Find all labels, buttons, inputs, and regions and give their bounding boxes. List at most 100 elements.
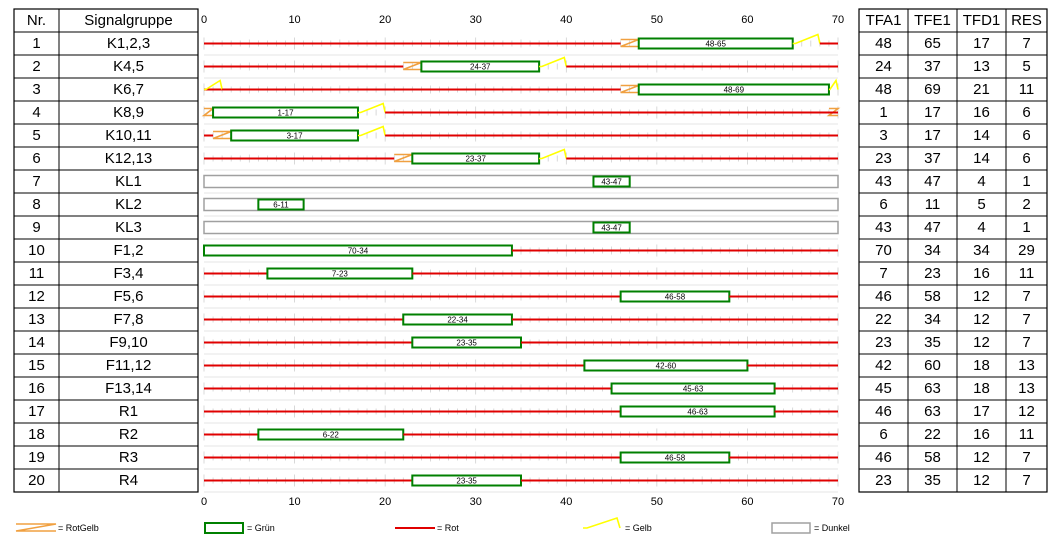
cell-tfd1: 16: [973, 426, 990, 443]
cell-tfd1: 12: [973, 472, 990, 489]
cell-tfd1: 12: [973, 449, 990, 466]
cell-tfe1: 47: [924, 219, 941, 236]
row-nr: 5: [32, 127, 40, 144]
legend-label-dunkel: = Dunkel: [814, 523, 850, 533]
yellow-phase-mark: [539, 56, 568, 68]
legend-label-gelb: = Gelb: [625, 523, 652, 533]
green-phase-label: 6-11: [273, 201, 289, 210]
redyellow-phase-mark: [620, 84, 640, 94]
row-signalgruppe: K4,5: [113, 58, 144, 75]
cell-res: 1: [1022, 173, 1030, 190]
row-signalgruppe: F11,12: [106, 357, 152, 374]
cell-tfd1: 16: [973, 265, 990, 282]
green-phase-label: 43-47: [601, 178, 622, 187]
cell-tfe1: 37: [924, 150, 941, 167]
row-nr: 14: [28, 334, 45, 351]
cell-res: 2: [1022, 196, 1030, 213]
row-signalgruppe: KL1: [115, 173, 142, 190]
cell-tfa1: 23: [875, 472, 892, 489]
legend: = RotGelb = Grün = Rot = Gelb = Dunkel: [15, 516, 850, 534]
row-signalgruppe: F5,6: [113, 288, 143, 305]
cell-tfa1: 7: [879, 265, 887, 282]
cell-tfa1: 24: [875, 58, 892, 75]
green-phase-label: 24-37: [470, 63, 491, 72]
cell-tfe1: 37: [924, 58, 941, 75]
cell-tfe1: 69: [924, 81, 941, 98]
green-phase-label: 1-17: [278, 109, 295, 118]
cell-tfa1: 1: [879, 104, 887, 121]
legend-dark-symbol: [771, 522, 811, 534]
cell-tfe1: 63: [924, 403, 941, 420]
green-phase-label: 43-47: [601, 224, 622, 233]
cell-tfe1: 35: [924, 334, 941, 351]
row-signalgruppe: K6,7: [113, 81, 144, 98]
legend-label-rot: = Rot: [437, 523, 459, 533]
x-tick-label-top: 40: [560, 14, 572, 26]
yellow-phase-mark: [539, 148, 568, 160]
cell-res: 6: [1022, 127, 1030, 144]
cell-tfd1: 17: [973, 403, 990, 420]
cell-tfa1: 43: [875, 219, 892, 236]
green-phase-label: 45-63: [683, 385, 704, 394]
x-tick-label-bottom: 30: [470, 496, 482, 508]
cell-tfe1: 60: [924, 357, 941, 374]
yellow-phase-mark: [357, 125, 386, 137]
yellow-phase-mark: [792, 33, 821, 45]
cell-tfa1: 23: [875, 150, 892, 167]
x-tick-label-top: 20: [379, 14, 391, 26]
cell-res: 11: [1019, 265, 1035, 282]
cell-res: 6: [1022, 150, 1030, 167]
row-nr: 17: [28, 403, 45, 420]
cell-tfd1: 4: [977, 219, 985, 236]
redyellow-phase-mark: [402, 61, 422, 71]
cell-res: 7: [1022, 449, 1030, 466]
x-tick-label-bottom: 20: [379, 496, 391, 508]
green-phase-label: 46-58: [665, 293, 686, 302]
row-signalgruppe: K12,13: [105, 150, 153, 167]
cell-res: 7: [1022, 288, 1030, 305]
row-signalgruppe: K8,9: [113, 104, 144, 121]
cell-tfe1: 65: [924, 35, 941, 52]
timing-plot: 0 0 10 10 20 20 30 30 40 40 50 50 60 60 70 70 48-65 24-37…: [201, 14, 844, 508]
cell-res: 29: [1018, 242, 1035, 259]
left-table-border: [13, 8, 199, 493]
green-phase-label: 23-37: [465, 155, 486, 164]
header-res: RES: [1011, 12, 1042, 29]
header-nr: Nr.: [27, 12, 46, 29]
cell-tfe1: 23: [924, 265, 941, 282]
cell-tfa1: 6: [879, 196, 887, 213]
cell-tfd1: 18: [973, 380, 990, 397]
row-signalgruppe: KL3: [115, 219, 142, 236]
cell-tfa1: 43: [875, 173, 892, 190]
cell-res: 7: [1022, 334, 1030, 351]
row-signalgruppe: R4: [119, 472, 138, 489]
cell-tfd1: 17: [973, 35, 990, 52]
header-signalgruppe: Signalgruppe: [84, 12, 172, 29]
row-signalgruppe: KL2: [115, 196, 142, 213]
yellow-phase-mark: [828, 78, 839, 91]
cell-tfd1: 16: [973, 104, 990, 121]
row-nr: 8: [32, 196, 40, 213]
row-nr: 4: [32, 104, 40, 121]
dark-phase-bar: [203, 174, 839, 189]
row-nr: 9: [32, 219, 40, 236]
green-phase-label: 46-63: [687, 408, 708, 417]
row-signalgruppe: R2: [119, 426, 138, 443]
dark-phase-bar: [203, 220, 839, 235]
cell-tfe1: 58: [924, 288, 941, 305]
legend-redyellow-symbol: [15, 523, 57, 532]
x-tick-label-bottom: 50: [651, 496, 663, 508]
left-table: Nr. Signalgruppe 1 K1,2,3 2 K4,5 3 K6,7 4 K8,9 5 K1…: [13, 8, 199, 493]
cell-tfe1: 63: [924, 380, 941, 397]
cell-res: 11: [1019, 81, 1035, 98]
cell-res: 13: [1018, 357, 1035, 374]
row-nr: 12: [28, 288, 45, 305]
cell-res: 7: [1022, 311, 1030, 328]
cell-res: 7: [1022, 35, 1030, 52]
cell-tfe1: 34: [924, 311, 941, 328]
cell-tfd1: 5: [977, 196, 985, 213]
legend-yellow-symbol: [583, 516, 621, 529]
green-phase-label: 7-23: [332, 270, 349, 279]
cell-tfe1: 17: [924, 104, 941, 121]
row-nr: 3: [32, 81, 40, 98]
